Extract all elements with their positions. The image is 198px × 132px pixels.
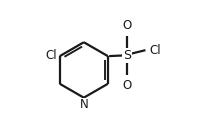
- Text: O: O: [122, 79, 132, 92]
- Text: Cl: Cl: [149, 44, 161, 57]
- Text: S: S: [123, 49, 131, 62]
- Text: O: O: [122, 19, 132, 32]
- Text: Cl: Cl: [46, 49, 57, 62]
- Text: N: N: [79, 98, 88, 111]
